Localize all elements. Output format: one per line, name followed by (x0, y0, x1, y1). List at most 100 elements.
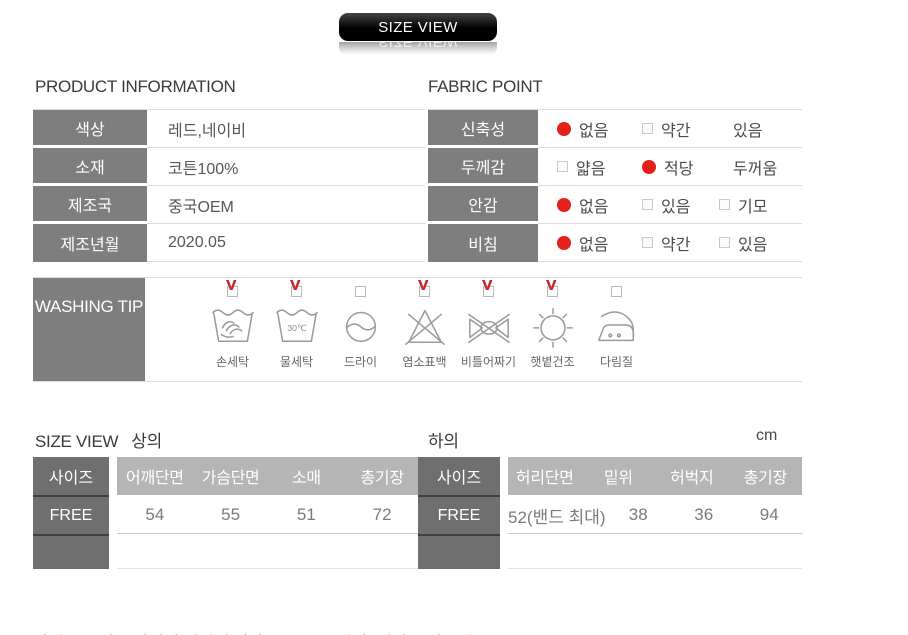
fabric-point-table: 신축성 없음 약간 있음 두께감 얇음 적당 두꺼움 안감 없음 있음 기모 비… (428, 109, 802, 262)
size-header-cell: 소매 (291, 470, 321, 487)
fabric-row-label: 비침 (468, 237, 498, 254)
fabric-point-title: FABRIC POINT (428, 77, 543, 96)
check-mark-icon: V (418, 277, 429, 294)
wash-item-label: 다림질 (599, 355, 634, 369)
disclaimer-text: 사이즈는 재는 사람의 위치에 따라 1~2cm 오차가 생길수 있으며 모니터… (33, 583, 472, 635)
wash-item: V 비틀어짜기 (460, 278, 517, 370)
wash-item: V 드라이 (332, 286, 389, 370)
fabric-value-cell: 없음 약간 있음 (538, 224, 802, 262)
product-value-cell: 레드,네이비 (147, 110, 425, 148)
size-row-label: FREE (33, 495, 109, 534)
product-row-label: 제조년월 (60, 237, 120, 254)
fabric-option: 두꺼움 (719, 155, 802, 179)
wash-item-label: 햇볕건조 (530, 355, 575, 369)
fabric-option: 있음 (642, 193, 719, 217)
no-bleach-icon (404, 309, 445, 345)
check-mark-icon: V (226, 277, 237, 294)
product-label-cell: 제조년월 (33, 224, 147, 262)
size-empty-cell (418, 534, 500, 569)
size-header-cell: 가슴단면 (201, 470, 260, 487)
fabric-option: 있음 (719, 231, 802, 255)
fabric-label-cell: 안감 (428, 186, 538, 224)
dry-clean-icon (345, 311, 376, 343)
sun-dry-icon (532, 307, 573, 348)
fabric-option-label: 약간 (661, 122, 691, 140)
unit-label: cm (756, 427, 778, 444)
fabric-option-label: 두꺼움 (733, 160, 778, 178)
size-value-cell: 94 (736, 497, 802, 534)
machine-wash-icon: 30℃ (275, 309, 318, 343)
wash-checkbox: V (546, 278, 558, 297)
wash-checkbox: V (355, 286, 366, 297)
option-indicator (642, 123, 653, 134)
fabric-value-cell: 없음 있음 기모 (538, 186, 802, 224)
size-header-cell: 어깨단면 (126, 470, 184, 487)
badge-reflection: SIZE VIEW (339, 42, 497, 56)
wash-item: V 햇볕건조 (524, 278, 581, 370)
product-label-cell: 제조국 (33, 186, 147, 224)
wash-item: V 30℃ 물세탁 (268, 278, 325, 370)
option-indicator (642, 199, 653, 210)
product-row-value: 중국OEM (168, 198, 234, 216)
product-value-cell: 2020.05 (147, 224, 425, 262)
size-empty-cell (33, 534, 109, 569)
fabric-label-cell: 두께감 (428, 148, 538, 186)
wash-temp-label: 30℃ (287, 323, 307, 333)
product-row-label: 제조국 (67, 197, 113, 215)
fabric-option-label: 없음 (579, 236, 609, 254)
fabric-option: 없음 (557, 193, 642, 217)
size-header-cell: 허벅지 (670, 470, 714, 487)
fabric-option-label: 없음 (579, 198, 609, 216)
option-indicator (557, 235, 571, 250)
product-info-table: 색상 레드,네이비 소재 코튼100% 제조국 중국OEM 제조년월 2020.… (33, 109, 425, 262)
size-value-cell: 72 (344, 497, 420, 534)
size-view-badge: SIZE VIEW (339, 13, 497, 41)
fabric-option-label: 있음 (738, 236, 768, 254)
fabric-option-label: 약간 (661, 236, 691, 254)
fabric-value-cell: 없음 약간 있음 (538, 110, 802, 148)
fabric-row-label: 안감 (468, 197, 498, 215)
size-header-row: 허리단면 밑위 허벅지 총기장 (508, 457, 802, 495)
size-header-cell: 총기장 (743, 470, 788, 487)
option-indicator (557, 197, 571, 212)
check-mark-icon: V (290, 277, 301, 294)
option-indicator (719, 237, 730, 248)
fabric-option: 약간 (642, 117, 719, 141)
wash-item: V 다림질 (588, 286, 645, 370)
option-indicator (642, 237, 653, 248)
fabric-option: 얇음 (557, 155, 642, 179)
product-row-label: 소재 (75, 159, 105, 177)
size-value-cell: 36 (671, 497, 737, 534)
size-value-cell: 54 (117, 497, 193, 534)
size-table-top: 사이즈 어깨단면 가슴단면 소매 총기장 FREE 54 55 51 72 (33, 457, 420, 569)
product-row-value: 코튼100% (168, 160, 239, 178)
product-info-title: PRODUCT INFORMATION (35, 77, 236, 96)
fabric-value-cell: 얇음 적당 두꺼움 (538, 148, 802, 186)
size-table-bottom: 사이즈 허리단면 밑위 허벅지 총기장 FREE 52(밴드 최대) 38 36… (418, 457, 802, 569)
fabric-option-label: 있음 (661, 198, 691, 216)
fabric-option: 적당 (642, 155, 719, 179)
wash-item: V 손세탁 (204, 278, 261, 370)
product-label-cell: 색상 (33, 110, 147, 148)
size-view-badge-label: SIZE VIEW (378, 18, 458, 36)
size-value-cell: 55 (192, 497, 269, 534)
size-empty-row (508, 534, 802, 569)
wash-checkbox: V (226, 278, 238, 297)
wash-item-label: 염소표백 (402, 355, 447, 369)
wash-checkbox: V (418, 278, 430, 297)
product-value-cell: 중국OEM (147, 186, 425, 224)
product-value-cell: 코튼100% (147, 148, 425, 186)
size-header-cell: 밑위 (603, 470, 633, 487)
size-header-cell: 총기장 (360, 470, 404, 487)
check-mark-icon: V (482, 277, 493, 294)
product-row-value: 레드,네이비 (168, 122, 247, 140)
size-value-cell: 51 (268, 497, 345, 534)
washing-icons-row: V 손세탁 V 30℃ 물세탁 V (178, 278, 802, 381)
fabric-label-cell: 신축성 (428, 110, 538, 148)
wash-item-label: 드라이 (343, 355, 378, 369)
fabric-option-label: 없음 (579, 122, 609, 140)
wash-item-label: 물세탁 (279, 355, 314, 369)
top-garment-label: 상의 (131, 432, 162, 451)
size-row-label: FREE (418, 495, 500, 534)
option-indicator (557, 121, 571, 136)
